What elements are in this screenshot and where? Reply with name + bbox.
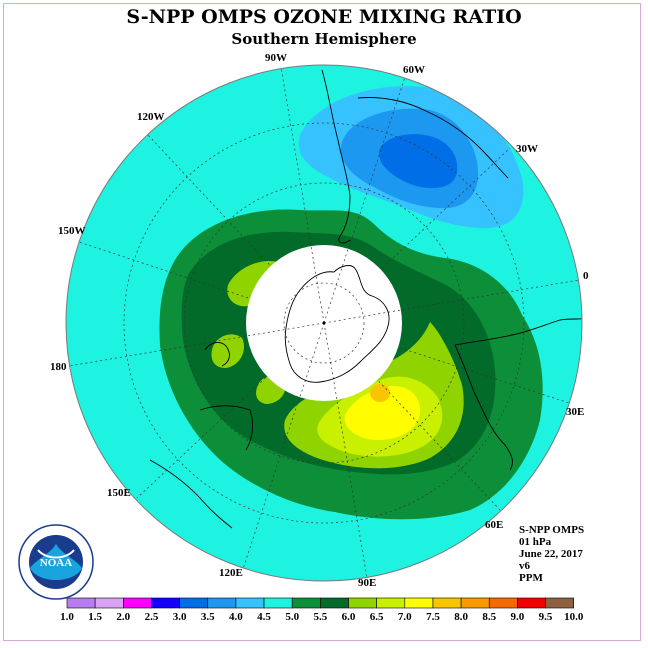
map-boundary <box>65 64 583 582</box>
contour-3.0 <box>379 134 458 189</box>
colorbar-tick-label: 1.0 <box>60 611 74 623</box>
colorbar-tick-label: 5.0 <box>285 611 299 623</box>
colorbar-swatch-17 <box>545 597 574 609</box>
colorbar: 1.0 1.5 2.0 2.5 3.0 3.5 4.0 4.5 5.0 5.5 6.0 6.5 7.0 7… <box>60 597 584 623</box>
colorbar-tick-label: 6.5 <box>370 611 384 623</box>
longitude-labels: 90W 60W 30W 0 30E 60E 90E 120E 150E 180 … <box>50 52 589 589</box>
coastlines <box>149 69 582 529</box>
lon-label-60w: 60W <box>403 64 425 76</box>
info-units: PPM <box>519 572 543 584</box>
lon-label-180: 180 <box>50 361 67 373</box>
colorbar-swatch-5 <box>207 597 237 609</box>
colorbar-tick-label: 3.0 <box>173 611 187 623</box>
map-title: S-NPP OMPS OZONE MIXING RATIO <box>126 6 522 28</box>
colorbar-swatch-10 <box>348 597 377 609</box>
colorbar-swatch-7 <box>263 597 293 609</box>
colorbar-swatch-4 <box>179 597 209 609</box>
colorbar-swatch-2 <box>123 597 152 609</box>
colorbar-swatch-1 <box>94 597 124 609</box>
lon-label-60e: 60E <box>485 519 503 531</box>
colorbar-swatch-6 <box>235 597 265 609</box>
lon-label-30w: 30W <box>516 143 538 155</box>
product-info: S-NPP OMPS 01 hPa June 22, 2017 v6 PPM <box>519 524 584 584</box>
colorbar-tick-label: 3.5 <box>201 611 215 623</box>
info-product: S-NPP OMPS <box>519 524 585 536</box>
info-level: 01 hPa <box>519 536 552 548</box>
lon-label-150w: 150W <box>58 225 86 237</box>
lon-label-0: 0 <box>583 270 589 282</box>
colorbar-tick-label: 2.0 <box>116 611 130 623</box>
noaa-logo-text: NOAA <box>40 557 72 569</box>
colorbar-tick-label: 8.5 <box>482 611 496 623</box>
colorbar-tick-label: 7.0 <box>398 611 412 623</box>
colorbar-tick-label: 2.5 <box>145 611 159 623</box>
lon-label-120w: 120W <box>137 111 165 123</box>
lon-label-30e: 30E <box>566 406 584 418</box>
noaa-emblem-icon: NOAA <box>18 524 94 600</box>
colorbar-swatch-13 <box>432 597 462 609</box>
info-date: June 22, 2017 <box>519 548 583 560</box>
colorbar-tick-label: 9.0 <box>511 611 525 623</box>
colorbar-swatch-9 <box>320 597 349 609</box>
contour-7.5 <box>370 384 390 402</box>
colorbar-tick-label: 1.5 <box>88 611 102 623</box>
map-subtitle: Southern Hemisphere <box>231 30 417 48</box>
colorbar-tick-label: 10.0 <box>564 611 584 623</box>
ozone-field <box>66 65 582 581</box>
colorbar-swatch-14 <box>460 597 490 609</box>
colorbar-swatch-16 <box>517 597 546 609</box>
colorbar-tick-label: 7.5 <box>426 611 440 623</box>
info-version: v6 <box>519 560 530 572</box>
colorbar-swatch-12 <box>404 597 434 609</box>
lon-label-90w: 90W <box>265 52 287 64</box>
colorbar-tick-label: 9.5 <box>539 611 553 623</box>
colorbar-tick-label: 4.5 <box>257 611 271 623</box>
noaa-logo: NOAA <box>16 522 96 607</box>
antarctica-coastline <box>284 265 390 383</box>
colorbar-swatch-15 <box>488 597 518 609</box>
image-frame <box>3 3 641 641</box>
lon-label-90e: 90E <box>358 577 376 589</box>
colorbar-tick-label: 6.0 <box>342 611 356 623</box>
colorbar-tick-label: 8.0 <box>454 611 468 623</box>
colorbar-swatch-3 <box>151 597 180 609</box>
colorbar-swatch-11 <box>376 597 406 609</box>
colorbar-tick-label: 5.5 <box>313 611 327 623</box>
colorbar-tick-label: 4.0 <box>229 611 243 623</box>
colorbar-swatch-8 <box>291 597 321 609</box>
contour-7.0 <box>344 385 421 440</box>
lon-label-150e: 150E <box>107 487 131 499</box>
lon-label-120e: 120E <box>219 567 243 579</box>
south-pole-marker <box>322 321 326 325</box>
